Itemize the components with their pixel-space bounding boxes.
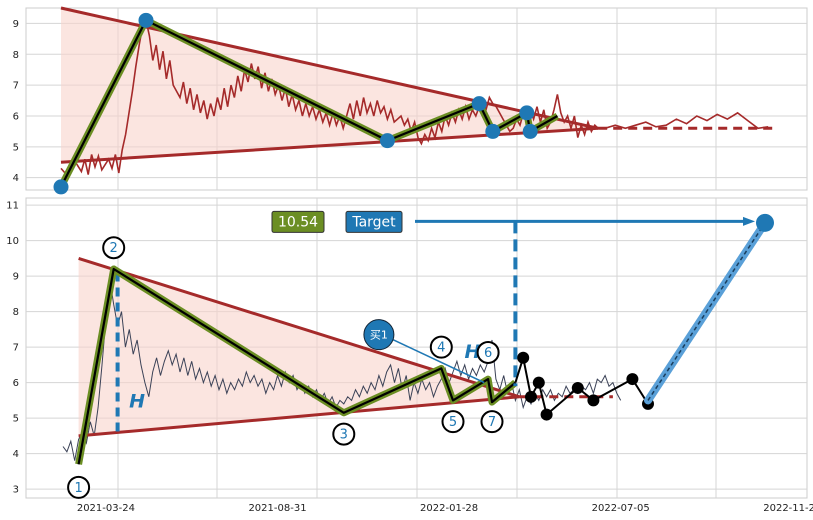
bottom-numbered-pivot-label: 1	[74, 481, 82, 496]
bottom-y-tick-label: 6	[13, 378, 19, 389]
bottom-numbered-pivot-circle	[332, 422, 356, 446]
bottom-numbered-pivot-circle	[476, 340, 500, 364]
bottom-forecast-point	[532, 376, 545, 389]
top-chart-panel: 4 5 6 7 8 9	[13, 6, 808, 195]
bottom-x-tick-label: 2022-01-28	[420, 503, 478, 514]
bottom-h-marker: H	[129, 390, 145, 412]
top-y-tick-label: 7	[13, 81, 19, 92]
bottom-target-value-label: 10.54	[278, 214, 318, 230]
bottom-x-tick-label: 2022-07-05	[592, 503, 650, 514]
top-pivot-point	[522, 123, 538, 139]
bottom-lower-trendline	[78, 395, 520, 438]
bottom-y-tick-label: 3	[13, 485, 19, 496]
bottom-numbered-pivot-label: 7	[488, 415, 496, 430]
bottom-buy-marker	[363, 319, 395, 351]
bottom-target-arrow-head	[743, 216, 755, 226]
bottom-target-point	[756, 213, 774, 232]
top-y-tick-label: 8	[13, 50, 19, 61]
top-chart-content	[53, 6, 775, 195]
bottom-x-tick-label: 2021-03-24	[77, 503, 135, 514]
top-price-series-line	[60, 18, 769, 178]
bottom-target-value-box	[271, 210, 325, 233]
bottom-chart-content: 10.54 Target 买1 H H 1 2 3 4 5 6 7	[62, 210, 774, 499]
bottom-x-tick-labels: 2021-03-24 2021-08-31 2022-01-28 2022-07-05…	[77, 503, 813, 514]
bottom-forecast-point	[517, 351, 530, 364]
bottom-chart-panel: 3 4 5 6 7 8 9 10 11 10.54 Target 买1 H H 1 2 3 4 5 6 7 2021-…	[6, 197, 813, 514]
bottom-forecast-point	[587, 394, 600, 407]
bottom-numbered-pivot-circle	[441, 410, 465, 434]
bottom-forecast-point	[571, 381, 584, 394]
bottom-target-label: Target	[351, 214, 396, 230]
bottom-numbered-pivot-label: 2	[110, 241, 118, 256]
bottom-numbered-pivot-circle	[429, 335, 453, 359]
bottom-target-box	[345, 210, 403, 233]
bottom-y-tick-label: 10	[6, 236, 19, 247]
bottom-numbered-pivot-circle	[102, 236, 126, 260]
bottom-numbered-pivot-circle	[480, 410, 504, 434]
top-pivot-point	[485, 123, 501, 139]
bottom-y-tick-label: 7	[13, 343, 19, 354]
bottom-y-tick-label: 8	[13, 307, 19, 318]
top-y-tick-label: 9	[13, 19, 19, 30]
top-pivot-point	[519, 105, 535, 121]
bottom-h-marker: H	[465, 341, 481, 363]
top-pivot-point	[53, 179, 69, 195]
bottom-buy-marker-label: 买1	[370, 329, 388, 342]
top-lower-trendline	[60, 126, 599, 164]
bottom-y-tick-label: 5	[13, 414, 19, 425]
top-upper-trendline	[60, 6, 599, 130]
bottom-forecast-point	[525, 390, 537, 403]
bottom-numbered-pivot-label: 3	[340, 428, 348, 443]
top-pivot-point	[138, 12, 154, 28]
bottom-y-tick-labels: 3 4 5 6 7 8 9 10 11	[6, 201, 19, 496]
bottom-numbered-pivot-label: 5	[449, 415, 457, 430]
top-y-tick-label: 5	[13, 142, 19, 153]
bottom-horizontal-grid	[26, 204, 807, 490]
bottom-forecast-point	[626, 373, 639, 386]
bottom-y-tick-label: 9	[13, 272, 19, 283]
bottom-numbered-pivot-circle	[67, 475, 91, 499]
bottom-pattern-zigzag-inner	[77, 267, 517, 465]
bottom-y-tick-label: 11	[6, 201, 19, 212]
bottom-forecast-point	[540, 408, 553, 421]
bottom-x-tick-label: 2022-11-22	[763, 503, 813, 514]
bottom-x-tick-label: 2021-08-31	[248, 503, 306, 514]
bottom-y-tick-label: 4	[13, 449, 19, 460]
bottom-numbered-pivot-label: 4	[437, 341, 445, 356]
top-pivot-point	[471, 96, 487, 112]
bottom-target-projection-center	[647, 222, 766, 401]
bottom-buy-marker-arrow	[390, 338, 485, 384]
top-y-tick-labels: 4 5 6 7 8 9	[13, 19, 19, 184]
top-y-tick-label: 6	[13, 111, 19, 122]
top-pivot-point	[379, 133, 395, 149]
top-y-tick-label: 4	[13, 173, 19, 184]
bottom-numbered-pivot-label: 6	[484, 346, 492, 361]
